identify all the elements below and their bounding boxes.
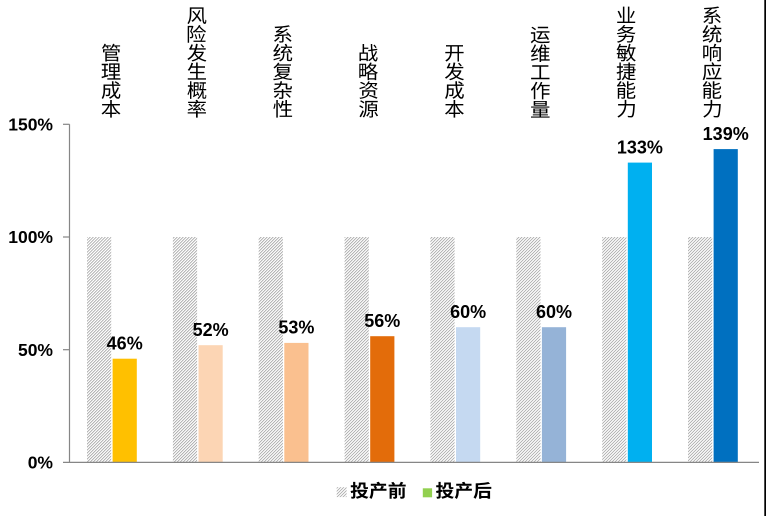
- svg-text:53%: 53%: [278, 318, 314, 338]
- svg-text:133%: 133%: [617, 137, 663, 157]
- svg-text:0%: 0%: [28, 453, 54, 473]
- svg-text:60%: 60%: [536, 302, 572, 322]
- svg-text:50%: 50%: [18, 340, 53, 360]
- svg-text:60%: 60%: [450, 302, 486, 322]
- svg-text:52%: 52%: [193, 320, 229, 340]
- svg-text:46%: 46%: [107, 334, 143, 354]
- svg-text:100%: 100%: [8, 227, 53, 247]
- svg-text:139%: 139%: [703, 124, 749, 144]
- svg-text:56%: 56%: [364, 311, 400, 331]
- svg-text:150%: 150%: [8, 115, 53, 135]
